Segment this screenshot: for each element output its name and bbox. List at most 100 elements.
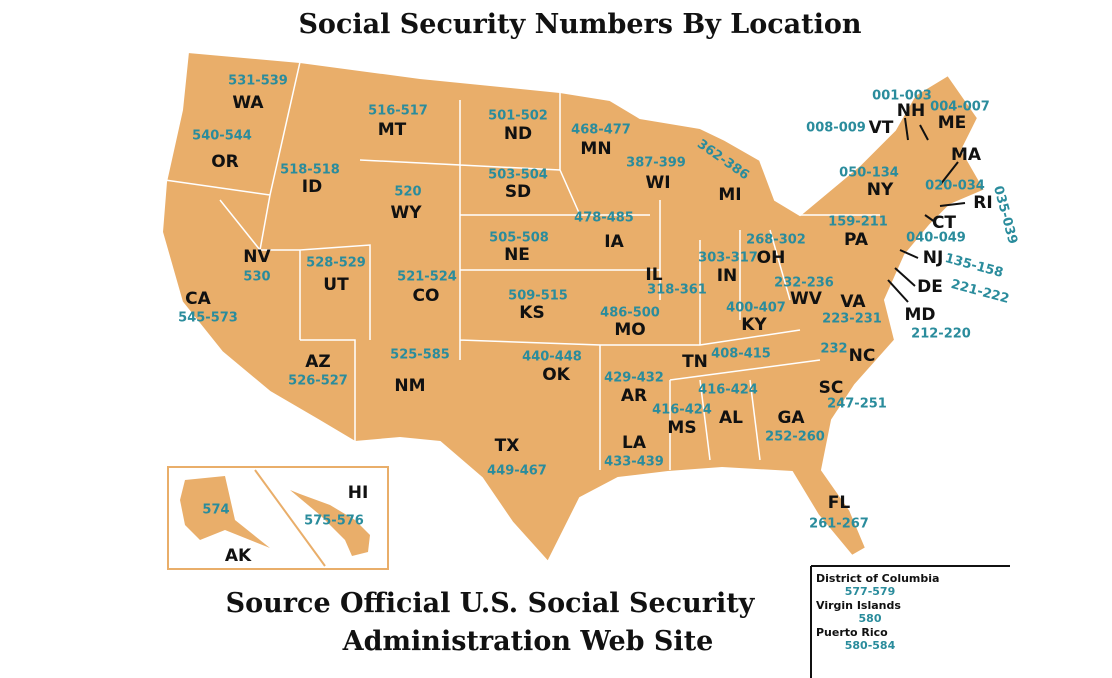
state-abbr: MN	[580, 139, 611, 159]
state-abbr: UT	[323, 275, 349, 295]
state-abbr: TN	[682, 352, 708, 372]
state-abbr: WA	[232, 93, 264, 113]
ssn-range: 261-267	[809, 517, 869, 532]
ssn-range: 416-424	[698, 383, 758, 398]
source-line: Source Official U.S. Social Security	[226, 588, 756, 619]
state-abbr: KS	[519, 303, 544, 323]
ssn-range: 416-424	[652, 403, 712, 418]
ssn-range: 503-504	[488, 168, 548, 183]
ssn-range: 468-477	[571, 123, 631, 138]
alaska	[180, 476, 270, 548]
state-abbr: NY	[867, 180, 894, 200]
state-abbr: ND	[504, 124, 532, 144]
state-abbr: NJ	[923, 248, 944, 268]
inset-divider	[254, 469, 326, 567]
state-abbr: OH	[757, 248, 786, 268]
state-abbr: IL	[645, 265, 662, 285]
state-abbr: RI	[973, 193, 992, 213]
ssn-range: 318-361	[647, 283, 707, 298]
state-abbr: PA	[844, 230, 869, 250]
state-abbr: SC	[819, 378, 844, 398]
ssn-range: 303-317	[698, 251, 758, 266]
ssn-range: 520	[394, 185, 421, 200]
state-abbr: MS	[667, 418, 696, 438]
state-abbr: OR	[211, 152, 239, 172]
state-abbr: NE	[504, 245, 530, 265]
state-abbr: TX	[495, 436, 520, 456]
ssn-range: 004-007	[930, 100, 990, 115]
state-abbr: AK	[225, 546, 252, 566]
state-abbr: FL	[828, 493, 851, 513]
territory-name: District of Columbia	[816, 572, 939, 585]
state-abbr: AL	[719, 408, 743, 428]
state-abbr: NM	[394, 376, 425, 396]
ssn-range: 247-251	[827, 397, 887, 412]
state-abbr: AR	[621, 386, 647, 406]
state-borders	[164, 61, 880, 470]
ssn-range: 001-003	[872, 89, 932, 104]
ssn-range: 159-211	[828, 215, 888, 230]
ssn-range: 035-039	[990, 184, 1020, 246]
ssn-range: 478-485	[574, 211, 634, 226]
state-abbr: WY	[390, 203, 422, 223]
state-abbr: NV	[243, 247, 271, 267]
ssn-range: 545-573	[178, 311, 238, 326]
ssn-range: 387-399	[626, 156, 686, 171]
ssn-range: 574	[202, 503, 229, 518]
ssn-range: 531-539	[228, 74, 288, 89]
state-abbr: MT	[378, 120, 407, 140]
ssn-range: 008-009	[806, 121, 866, 136]
ssn-range: 040-049	[906, 231, 966, 246]
ssn-range: 521-524	[397, 270, 457, 285]
ssn-range: 528-529	[306, 256, 366, 271]
state-abbr: AZ	[305, 352, 330, 372]
ssn-range: 440-448	[522, 350, 582, 365]
state-abbr: NC	[849, 346, 876, 366]
state-abbr: NH	[897, 101, 925, 121]
ssn-range: 212-220	[911, 327, 971, 342]
state-abbr: MD	[904, 305, 935, 325]
ssn-range: 505-508	[489, 231, 549, 246]
state-abbr: CA	[185, 289, 211, 309]
state-abbr: MA	[951, 145, 982, 165]
state-abbr: CT	[932, 213, 956, 233]
ssn-range: 516-517	[368, 104, 428, 119]
state-abbr: KY	[741, 315, 767, 335]
state-abbr: CO	[413, 286, 440, 306]
ssn-range: 575-576	[304, 514, 364, 529]
state-abbr: OK	[542, 365, 570, 385]
state-abbr: GA	[777, 408, 805, 428]
state-abbr: ID	[302, 177, 322, 197]
hawaii	[290, 490, 370, 556]
ssn-range: 020-034	[925, 179, 985, 194]
state-abbr: VA	[840, 292, 866, 312]
territory-name: Virgin Islands	[816, 599, 901, 612]
ssn-range: 509-515	[508, 289, 568, 304]
source-line: Administration Web Site	[342, 626, 714, 657]
ssn-range: 518-518	[280, 163, 340, 178]
ssn-range: 525-585	[390, 348, 450, 363]
ssn-range: 223-231	[822, 312, 882, 327]
state-abbr: IA	[604, 232, 624, 252]
state-abbr: WI	[645, 173, 670, 193]
state-abbr: IN	[717, 266, 738, 286]
state-abbr: SD	[505, 182, 531, 202]
ssn-range: 268-302	[746, 233, 806, 248]
state-abbr: HI	[348, 483, 369, 503]
state-abbr: MI	[718, 185, 741, 205]
territory-range: 580-584	[845, 639, 896, 652]
state-abbr: LA	[622, 433, 647, 453]
ssn-range: 408-415	[711, 347, 771, 362]
state-abbr: WV	[790, 289, 823, 309]
state-abbr: VT	[869, 118, 894, 138]
ssn-range: 540-544	[192, 129, 252, 144]
state-abbr: ME	[938, 113, 967, 133]
ssn-range: 526-527	[288, 374, 348, 389]
territory-range: 577-579	[845, 585, 896, 598]
leader-lines	[887, 117, 966, 303]
ssn-range: 221-222	[949, 277, 1011, 307]
legend-frame	[810, 565, 1010, 678]
state-abbr: MO	[614, 320, 645, 340]
ssn-range: 232	[820, 342, 847, 357]
